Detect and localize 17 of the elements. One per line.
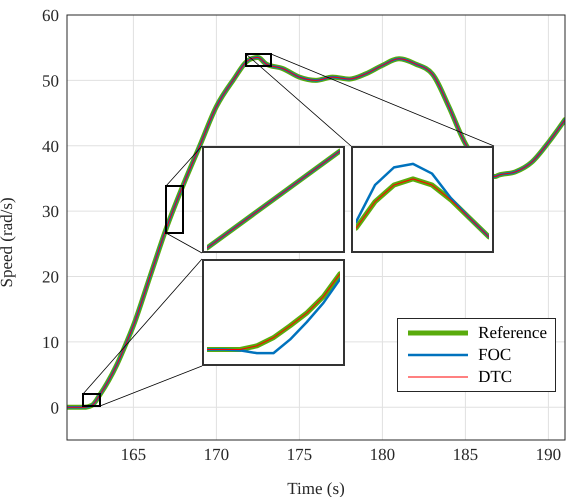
y-tick-label: 20	[42, 268, 59, 287]
x-tick-label: 190	[536, 445, 562, 464]
legend-label: Reference	[478, 323, 547, 343]
x-tick-label: 185	[452, 445, 478, 464]
legend-label: FOC	[478, 345, 512, 365]
y-tick-label: 10	[42, 332, 59, 352]
y-tick-label: 40	[42, 136, 59, 156]
x-tick-label: 175	[286, 445, 312, 464]
x-tick-label: 170	[204, 445, 230, 464]
legend-label: DTC	[478, 367, 512, 387]
y-tick-label: 50	[42, 71, 59, 90]
y-axis-title: Speed (rad/s)	[0, 197, 16, 288]
y-tick-label: 60	[42, 6, 59, 26]
x-tick-label: 165	[120, 445, 146, 464]
y-tick-label: 30	[42, 202, 59, 222]
x-tick-label: 180	[370, 445, 396, 464]
y-tick-label: 0	[50, 398, 59, 418]
